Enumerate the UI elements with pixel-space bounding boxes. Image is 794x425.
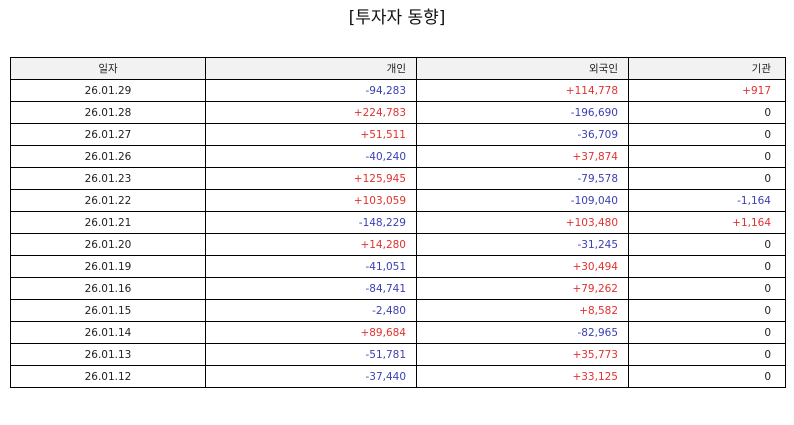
cell-date: 26.01.13 xyxy=(10,343,206,366)
cell-individual: +103,059 xyxy=(205,189,417,212)
cell-foreign: +114,778 xyxy=(416,79,629,102)
cell-institution: 0 xyxy=(628,167,786,190)
table-row: 26.01.16 -84,741 +79,262 0 xyxy=(10,277,786,300)
cell-institution: 0 xyxy=(628,321,786,344)
cell-foreign: +103,480 xyxy=(416,211,629,234)
cell-individual: -51,781 xyxy=(205,343,417,366)
table-row: 26.01.20 +14,280 -31,245 0 xyxy=(10,233,786,256)
table-row: 26.01.26 -40,240 +37,874 0 xyxy=(10,145,786,168)
table-row: 26.01.12 -37,440 +33,125 0 xyxy=(10,365,786,388)
cell-date: 26.01.16 xyxy=(10,277,206,300)
cell-institution: 0 xyxy=(628,255,786,278)
cell-institution: 0 xyxy=(628,145,786,168)
cell-individual: +89,684 xyxy=(205,321,417,344)
cell-individual: -148,229 xyxy=(205,211,417,234)
cell-institution: 0 xyxy=(628,299,786,322)
table-header-row: 일자 개인 외국인 기관 xyxy=(10,57,786,80)
cell-foreign: +8,582 xyxy=(416,299,629,322)
cell-individual: -94,283 xyxy=(205,79,417,102)
cell-foreign: +33,125 xyxy=(416,365,629,388)
cell-individual: -84,741 xyxy=(205,277,417,300)
cell-individual: +125,945 xyxy=(205,167,417,190)
cell-individual: -40,240 xyxy=(205,145,417,168)
cell-foreign: -36,709 xyxy=(416,123,629,146)
cell-individual: +224,783 xyxy=(205,101,417,124)
cell-date: 26.01.20 xyxy=(10,233,206,256)
cell-date: 26.01.14 xyxy=(10,321,206,344)
cell-foreign: -196,690 xyxy=(416,101,629,124)
cell-date: 26.01.22 xyxy=(10,189,206,212)
table-row: 26.01.23 +125,945 -79,578 0 xyxy=(10,167,786,190)
cell-individual: -37,440 xyxy=(205,365,417,388)
cell-institution: 0 xyxy=(628,277,786,300)
table-row: 26.01.13 -51,781 +35,773 0 xyxy=(10,343,786,366)
cell-foreign: -82,965 xyxy=(416,321,629,344)
table-row: 26.01.27 +51,511 -36,709 0 xyxy=(10,123,786,146)
cell-date: 26.01.21 xyxy=(10,211,206,234)
investor-trend-table: 일자 개인 외국인 기관 26.01.29 -94,283 +114,778 +917… xyxy=(10,57,786,388)
cell-institution: 0 xyxy=(628,101,786,124)
table-body: 26.01.29 -94,283 +114,778 +917 26.01.28 +224,… xyxy=(10,79,786,388)
cell-date: 26.01.28 xyxy=(10,101,206,124)
cell-date: 26.01.29 xyxy=(10,79,206,102)
page-title: [투자자 동향] xyxy=(348,8,446,28)
cell-institution: +1,164 xyxy=(628,211,786,234)
cell-institution: 0 xyxy=(628,123,786,146)
cell-foreign: +30,494 xyxy=(416,255,629,278)
cell-institution: +917 xyxy=(628,79,786,102)
cell-foreign: +37,874 xyxy=(416,145,629,168)
table-row: 26.01.29 -94,283 +114,778 +917 xyxy=(10,79,786,102)
header-date: 일자 xyxy=(10,57,206,80)
cell-institution: -1,164 xyxy=(628,189,786,212)
cell-individual: +14,280 xyxy=(205,233,417,256)
cell-foreign: -109,040 xyxy=(416,189,629,212)
cell-individual: -2,480 xyxy=(205,299,417,322)
cell-date: 26.01.19 xyxy=(10,255,206,278)
cell-individual: +51,511 xyxy=(205,123,417,146)
table-row: 26.01.14 +89,684 -82,965 0 xyxy=(10,321,786,344)
cell-foreign: -79,578 xyxy=(416,167,629,190)
cell-institution: 0 xyxy=(628,343,786,366)
cell-foreign: +79,262 xyxy=(416,277,629,300)
header-institution: 기관 xyxy=(628,57,786,80)
cell-date: 26.01.15 xyxy=(10,299,206,322)
table-row: 26.01.21 -148,229 +103,480 +1,164 xyxy=(10,211,786,234)
cell-institution: 0 xyxy=(628,233,786,256)
cell-date: 26.01.27 xyxy=(10,123,206,146)
cell-foreign: -31,245 xyxy=(416,233,629,256)
cell-individual: -41,051 xyxy=(205,255,417,278)
cell-date: 26.01.23 xyxy=(10,167,206,190)
cell-institution: 0 xyxy=(628,365,786,388)
table-row: 26.01.15 -2,480 +8,582 0 xyxy=(10,299,786,322)
table-row: 26.01.28 +224,783 -196,690 0 xyxy=(10,101,786,124)
header-individual: 개인 xyxy=(205,57,417,80)
cell-date: 26.01.12 xyxy=(10,365,206,388)
cell-date: 26.01.26 xyxy=(10,145,206,168)
cell-foreign: +35,773 xyxy=(416,343,629,366)
table-row: 26.01.19 -41,051 +30,494 0 xyxy=(10,255,786,278)
table-row: 26.01.22 +103,059 -109,040 -1,164 xyxy=(10,189,786,212)
header-foreign: 외국인 xyxy=(416,57,629,80)
